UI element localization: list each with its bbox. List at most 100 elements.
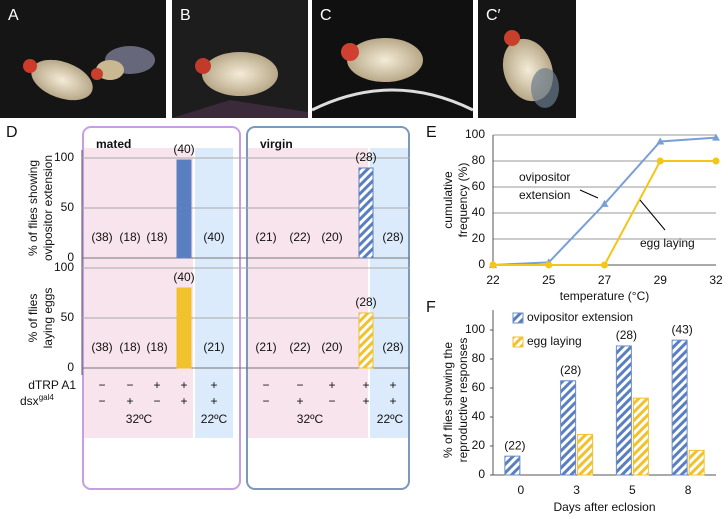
genotype-sign: − bbox=[296, 378, 303, 392]
group-title: virgin bbox=[260, 137, 293, 151]
genotype-label: dTRP A1 bbox=[28, 378, 76, 392]
y-tick-label: 0 bbox=[67, 250, 74, 264]
sample-size: (20) bbox=[321, 340, 342, 354]
y-tick-label: 0 bbox=[478, 467, 485, 481]
genotype-sign: − bbox=[98, 394, 105, 408]
x-tick-label: 32 bbox=[709, 273, 723, 287]
sample-size: (40) bbox=[203, 230, 224, 244]
y-tick-label: 20 bbox=[472, 231, 486, 245]
bar bbox=[560, 380, 577, 476]
point bbox=[545, 261, 553, 269]
annotation: extension bbox=[519, 188, 570, 202]
sample-size: (28) bbox=[355, 150, 376, 164]
y-axis-label: cumulative bbox=[441, 171, 455, 229]
genotype-sign: − bbox=[262, 378, 269, 392]
y-tick-label: 100 bbox=[54, 150, 74, 164]
y-axis-label: % of flies showing the bbox=[441, 342, 455, 458]
legend-label: egg laying bbox=[527, 334, 582, 348]
y-tick-label: 20 bbox=[472, 438, 486, 452]
y-tick-label: 40 bbox=[472, 409, 486, 423]
x-tick-label: 29 bbox=[654, 273, 668, 287]
y-tick-label: 50 bbox=[61, 200, 75, 214]
y-tick-label: 60 bbox=[472, 380, 486, 394]
genotype-sign: − bbox=[98, 378, 105, 392]
x-axis-label: Days after eclosion bbox=[553, 500, 655, 514]
genotype-label: dsxgal4 bbox=[20, 393, 54, 408]
y-axis-label: % of flies bbox=[26, 294, 40, 343]
bar bbox=[176, 159, 192, 259]
bar bbox=[504, 455, 521, 476]
x-tick-label: 25 bbox=[542, 273, 556, 287]
genotype-sign: + bbox=[362, 378, 369, 392]
point bbox=[601, 261, 608, 269]
photo-c bbox=[311, 0, 474, 118]
point bbox=[600, 199, 609, 207]
legend-swatch bbox=[512, 336, 524, 348]
photo-b bbox=[172, 0, 308, 118]
photo-c-prime bbox=[478, 0, 576, 118]
temperature: 22ºC bbox=[377, 412, 404, 426]
sample-size: (18) bbox=[119, 230, 140, 244]
sample-size: (40) bbox=[173, 270, 194, 284]
sample-size: (38) bbox=[91, 230, 112, 244]
photo-label: A bbox=[8, 7, 19, 24]
x-tick-label: 5 bbox=[629, 483, 636, 497]
genotype-sign: + bbox=[180, 394, 187, 408]
y-tick-label: 0 bbox=[67, 360, 74, 374]
sample-size: (28) bbox=[560, 363, 581, 377]
panel-letter: E bbox=[426, 124, 437, 141]
temperature: 32ºC bbox=[297, 412, 324, 426]
genotype-sign: + bbox=[210, 394, 217, 408]
genotype-sign: + bbox=[153, 378, 160, 392]
photo-a bbox=[0, 0, 166, 118]
bar bbox=[615, 345, 632, 476]
sample-size: (28) bbox=[382, 340, 403, 354]
group-title: mated bbox=[96, 137, 131, 151]
x-tick-label: 3 bbox=[573, 483, 580, 497]
sample-size: (22) bbox=[289, 340, 310, 354]
bar bbox=[358, 167, 374, 259]
y-tick-label: 100 bbox=[465, 322, 485, 336]
sample-size: (28) bbox=[616, 328, 637, 342]
y-axis-label: ovipositor extension bbox=[41, 155, 55, 261]
panel-letter: D bbox=[6, 124, 18, 141]
sample-size: (18) bbox=[146, 230, 167, 244]
x-tick-label: 27 bbox=[598, 273, 612, 287]
sample-size: (20) bbox=[321, 230, 342, 244]
sample-size: (18) bbox=[146, 340, 167, 354]
sample-size: (21) bbox=[203, 340, 224, 354]
sample-size: (43) bbox=[671, 322, 692, 336]
x-tick-label: 8 bbox=[685, 483, 692, 497]
temperature: 22ºC bbox=[201, 412, 228, 426]
genotype-sign: − bbox=[153, 394, 160, 408]
x-axis-label: temperature (°C) bbox=[560, 289, 650, 303]
sample-size: (28) bbox=[355, 295, 376, 309]
genotype-sign: − bbox=[328, 394, 335, 408]
genotype-sign: − bbox=[126, 378, 133, 392]
y-tick-label: 0 bbox=[478, 257, 485, 271]
sample-size: (40) bbox=[173, 142, 194, 156]
panel-d-frame bbox=[82, 126, 410, 490]
genotype-sign: + bbox=[389, 394, 396, 408]
bar bbox=[688, 449, 705, 476]
genotype-sign: + bbox=[126, 394, 133, 408]
y-tick-label: 100 bbox=[465, 127, 485, 141]
sample-size: (38) bbox=[91, 340, 112, 354]
y-axis-label: frequency (%) bbox=[456, 163, 470, 238]
point bbox=[656, 157, 664, 165]
bar bbox=[176, 287, 192, 369]
sample-size: (22) bbox=[289, 230, 310, 244]
y-axis-label: % of flies showing bbox=[26, 160, 40, 256]
annotation-pointer bbox=[639, 199, 666, 231]
genotype-sign: + bbox=[296, 394, 303, 408]
genotype-sign: + bbox=[180, 378, 187, 392]
annotation: ovipositor bbox=[519, 170, 570, 184]
sample-size: (22) bbox=[504, 438, 525, 452]
bar bbox=[632, 397, 649, 476]
sample-size: (21) bbox=[255, 340, 276, 354]
legend-label: ovipositor extension bbox=[527, 310, 633, 324]
genotype-superscript: gal4 bbox=[39, 393, 55, 402]
y-tick-label: 100 bbox=[54, 260, 74, 274]
genotype-sign: + bbox=[328, 378, 335, 392]
